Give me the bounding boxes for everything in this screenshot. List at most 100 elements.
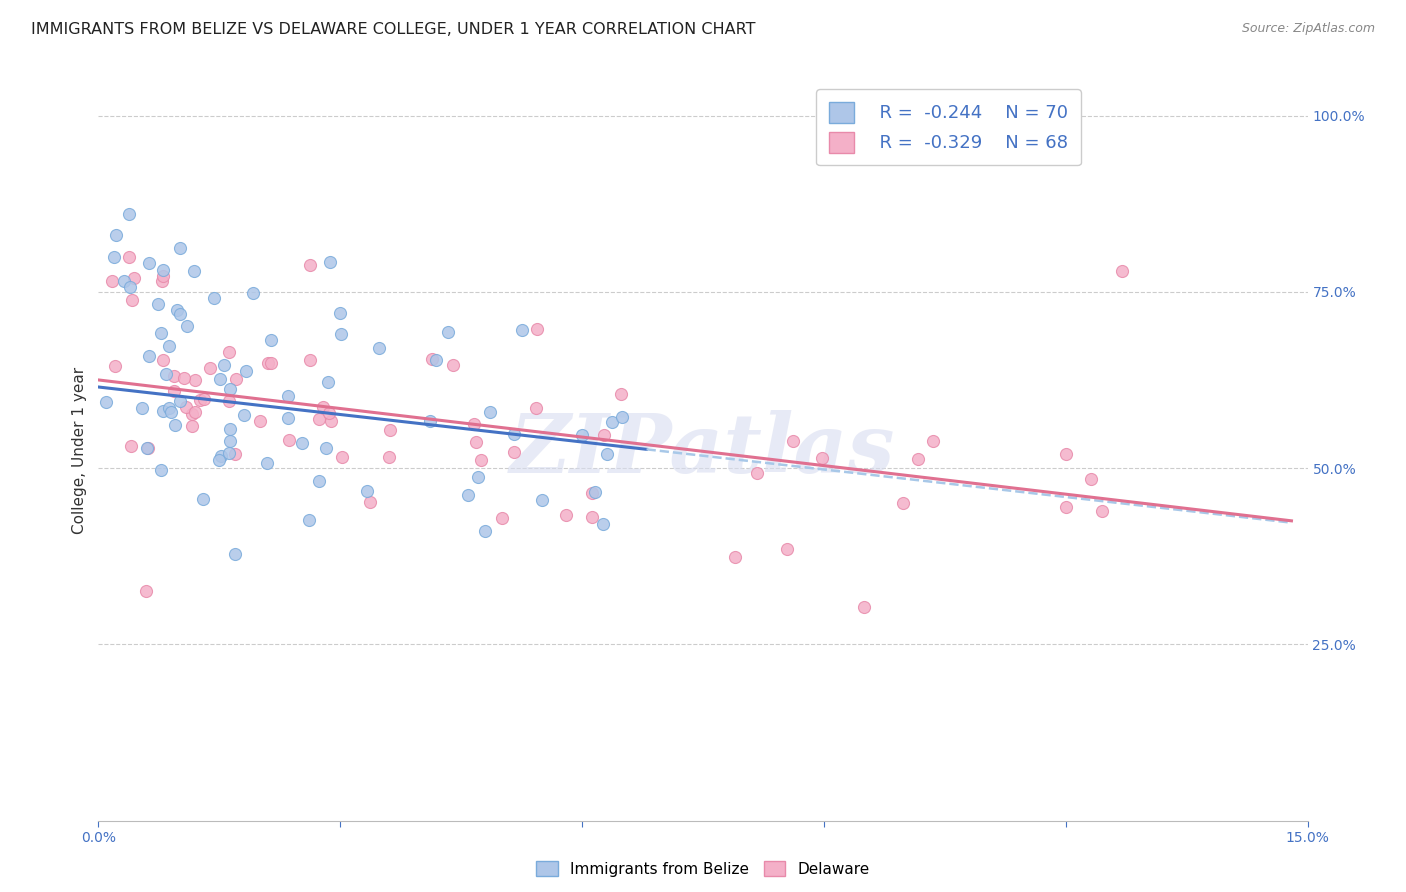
Point — [256, 356, 278, 370]
Point — [209, 372, 232, 386]
Point — [420, 351, 443, 366]
Point — [612, 409, 634, 424]
Point — [104, 228, 127, 243]
Point — [193, 392, 215, 407]
Point — [299, 353, 322, 368]
Point — [457, 488, 479, 502]
Point — [183, 264, 205, 278]
Point — [176, 318, 198, 333]
Point — [441, 358, 464, 372]
Point — [600, 415, 623, 429]
Point — [359, 495, 381, 509]
Point — [260, 334, 283, 348]
Point — [891, 495, 914, 509]
Point — [118, 250, 141, 264]
Y-axis label: College, Under 1 year: College, Under 1 year — [72, 367, 87, 534]
Point — [101, 274, 124, 288]
Point — [479, 405, 502, 419]
Point — [146, 297, 169, 311]
Point — [356, 484, 378, 499]
Point — [218, 344, 240, 359]
Point — [118, 207, 141, 221]
Point — [150, 274, 173, 288]
Point — [922, 434, 945, 448]
Legend: Immigrants from Belize, Delaware: Immigrants from Belize, Delaware — [529, 853, 877, 884]
Point — [169, 307, 191, 321]
Point — [592, 516, 614, 531]
Point — [308, 474, 330, 488]
Point — [1091, 504, 1114, 518]
Point — [465, 435, 488, 450]
Point — [315, 441, 337, 455]
Point — [131, 401, 153, 416]
Point — [149, 326, 172, 340]
Point — [510, 323, 533, 337]
Point — [173, 370, 195, 384]
Point — [214, 358, 236, 372]
Point — [163, 418, 186, 433]
Point — [277, 411, 299, 425]
Point — [218, 394, 240, 409]
Point — [524, 401, 547, 416]
Point — [103, 359, 125, 373]
Point — [776, 541, 799, 556]
Point — [811, 450, 834, 465]
Text: IMMIGRANTS FROM BELIZE VS DELAWARE COLLEGE, UNDER 1 YEAR CORRELATION CHART: IMMIGRANTS FROM BELIZE VS DELAWARE COLLE… — [31, 22, 755, 37]
Point — [1080, 472, 1102, 486]
Point — [120, 439, 142, 453]
Point — [209, 450, 232, 464]
Point — [184, 373, 207, 387]
Point — [581, 509, 603, 524]
Text: Source: ZipAtlas.com: Source: ZipAtlas.com — [1241, 22, 1375, 36]
Point — [318, 376, 340, 390]
Point — [160, 405, 183, 419]
Point — [1054, 447, 1077, 461]
Point — [470, 453, 492, 467]
Point — [1054, 500, 1077, 514]
Point — [152, 268, 174, 283]
Point — [526, 322, 548, 336]
Legend:   R =  -0.244    N = 70,   R =  -0.329    N = 68: R = -0.244 N = 70, R = -0.329 N = 68 — [815, 89, 1081, 165]
Point — [502, 445, 524, 459]
Point — [571, 427, 593, 442]
Point — [121, 293, 143, 308]
Point — [583, 484, 606, 499]
Point — [425, 352, 447, 367]
Point — [330, 327, 353, 342]
Point — [225, 371, 247, 385]
Point — [219, 434, 242, 449]
Point — [329, 306, 352, 320]
Point — [745, 467, 768, 481]
Point — [249, 414, 271, 428]
Point — [163, 384, 186, 398]
Point — [592, 428, 614, 442]
Point — [291, 436, 314, 450]
Point — [181, 418, 204, 433]
Point — [530, 493, 553, 508]
Point — [103, 250, 125, 264]
Point — [122, 270, 145, 285]
Point — [299, 258, 322, 272]
Point — [463, 417, 485, 431]
Point — [298, 513, 321, 527]
Point — [596, 447, 619, 461]
Point — [152, 263, 174, 277]
Point — [202, 292, 225, 306]
Point — [184, 404, 207, 418]
Point — [112, 274, 135, 288]
Point — [256, 456, 278, 470]
Point — [581, 486, 603, 500]
Point — [610, 387, 633, 401]
Point — [169, 393, 191, 408]
Point — [191, 492, 214, 507]
Point — [169, 241, 191, 255]
Point — [318, 406, 340, 420]
Point — [208, 452, 231, 467]
Point — [224, 447, 246, 461]
Point — [163, 369, 186, 384]
Point — [378, 423, 401, 437]
Point — [157, 339, 180, 353]
Point — [436, 326, 458, 340]
Point — [368, 342, 391, 356]
Point — [782, 434, 804, 449]
